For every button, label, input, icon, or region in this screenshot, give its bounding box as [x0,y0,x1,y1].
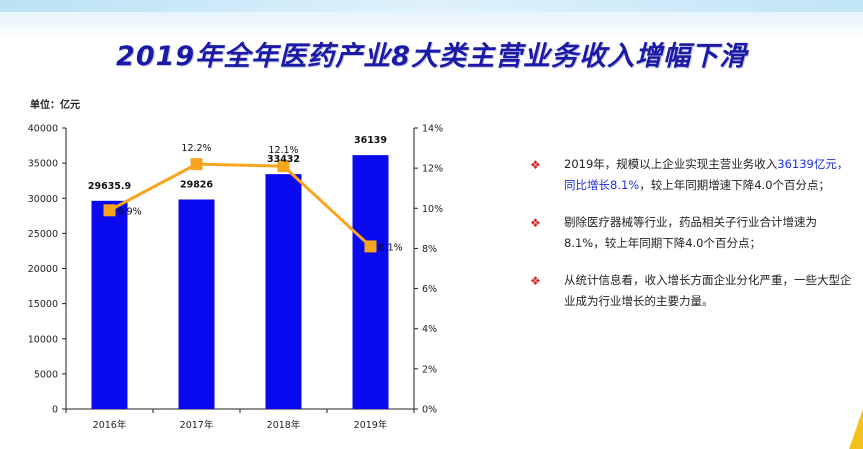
note-2-text: 剔除医疗器械等行业，药品相关子行业合计增速为8.1%，较上年同期下降4.0个百分… [564,215,817,250]
line-marker [190,158,203,171]
line-value-label: 9.9% [118,206,142,217]
note-1-highlight: 36139亿元，同比增长8.1% [564,157,849,192]
bar [352,155,389,409]
y-right-tick-label: 10% [422,204,443,215]
line-value-label: 8.1% [379,242,403,253]
note-1: ❖ 2019年，规模以上企业实现主营业务收入36139亿元，同比增长8.1%，较… [526,154,856,196]
line-series [108,162,372,248]
note-1-tail: ，较上年同期增速下降4.0个百分点； [639,178,831,192]
page-title: 2019年全年医药产业8大类主营业务收入增幅下滑 [116,41,747,72]
y-left-tick-label: 30000 [28,194,58,205]
bar-value-label: 33432 [267,154,300,165]
y-right-tick-label: 0% [422,405,437,416]
y-left-tick-label: 35000 [28,159,58,170]
note-3: ❖ 从统计信息看，收入增长方面企业分化严重，一些大型企业成为行业增长的主要力量。 [526,270,856,312]
bar [178,199,215,409]
note-1-text: 2019年，规模以上企业实现主营业务收入 [564,157,778,171]
note-2: ❖ 剔除医疗器械等行业，药品相关子行业合计增速为8.1%，较上年同期下降4.0个… [526,212,856,254]
notes-panel: ❖ 2019年，规模以上企业实现主营业务收入36139亿元，同比增长8.1%，较… [526,154,856,328]
y-right-tick-label: 4% [422,324,437,335]
bar [91,200,128,409]
y-left-tick-label: 0 [52,405,58,416]
header-band [0,0,863,36]
bar-value-label: 29826 [180,179,213,190]
x-tick-label: 2018年 [267,419,301,431]
bar-value-label: 29635.9 [88,181,131,192]
bullet-icon: ❖ [530,216,541,230]
bullet-icon: ❖ [530,274,541,288]
x-tick-label: 2016年 [93,419,127,431]
line-value-label: 12.2% [181,143,211,154]
line-value-label: 12.1% [268,145,298,156]
corner-decoration [849,409,863,449]
bar [265,174,302,409]
revenue-chart: 0 5000 10000 15000 20000 25000 30000 35000 40000… [28,124,443,432]
unit-label: 单位：亿元 [30,100,80,111]
y-right-tick-label: 2% [422,364,437,375]
x-tick-label: 2017年 [180,419,214,431]
bar-value-label: 36139 [354,135,387,146]
y-right-tick-label: 14% [422,124,443,135]
y-right-tick-label: 6% [422,284,437,295]
line-marker [364,240,377,253]
y-left-tick-label: 10000 [28,334,58,345]
note-3-text: 从统计信息看，收入增长方面企业分化严重，一些大型企业成为行业增长的主要力量。 [564,273,852,308]
line-marker [103,204,116,217]
y-right-tick-label: 12% [422,164,443,175]
y-left-tick-label: 5000 [34,369,58,380]
y-left-tick-label: 15000 [28,299,58,310]
y-left-tick-label: 25000 [28,229,58,240]
y-right-tick-label: 8% [422,244,437,255]
y-left-tick-label: 20000 [28,264,58,275]
y-left-tick-label: 40000 [28,124,58,135]
bullet-icon: ❖ [530,158,541,172]
x-tick-label: 2019年 [354,419,388,431]
line-marker [277,160,290,173]
